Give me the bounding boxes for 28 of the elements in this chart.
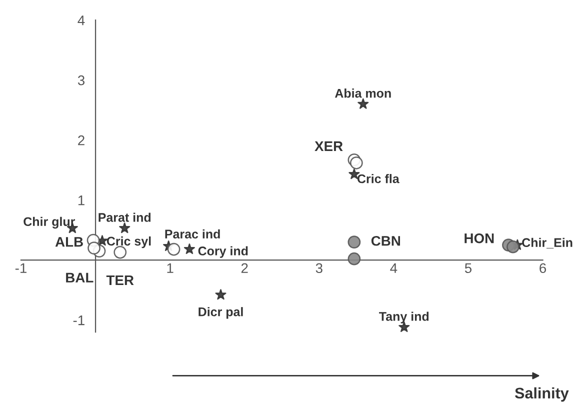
data-label: BAL: [66, 272, 94, 282]
data-label: Cric syl: [106, 236, 151, 248]
x-tick-label: 5: [464, 263, 472, 274]
data-label: XER: [314, 141, 343, 151]
data-label: Parat ind: [98, 212, 151, 222]
y-tick-label: 3: [78, 75, 84, 86]
y-tick-label: 4: [78, 16, 85, 26]
y-tick-label: 2: [78, 135, 84, 146]
data-label: Chir_Ein: [522, 238, 572, 248]
text: Salinity: [514, 387, 569, 402]
data-label: Dicr pal: [198, 307, 243, 319]
data-label: Cric fla: [357, 174, 400, 184]
x-tick-label: 1: [167, 263, 174, 273]
data-label: Parac ind: [165, 229, 220, 239]
data-label: CBN: [371, 236, 400, 246]
y-tick-label: -1: [73, 316, 84, 326]
data-label: Cory ind: [198, 246, 248, 258]
x-tick-label: 4: [390, 263, 398, 273]
data-label: Tany ind: [379, 312, 429, 324]
data-label: TER: [106, 275, 134, 286]
x-tick-label: 6: [540, 263, 546, 274]
data-label: ALB: [55, 237, 83, 247]
x-tick-label: 2: [241, 263, 248, 273]
data-label: Abia mon: [334, 88, 391, 98]
data-label: HON: [464, 233, 494, 244]
y-tick-label: 1: [78, 196, 84, 206]
x-tick-label: 3: [316, 263, 322, 274]
x-tick-label: -1: [15, 263, 26, 273]
